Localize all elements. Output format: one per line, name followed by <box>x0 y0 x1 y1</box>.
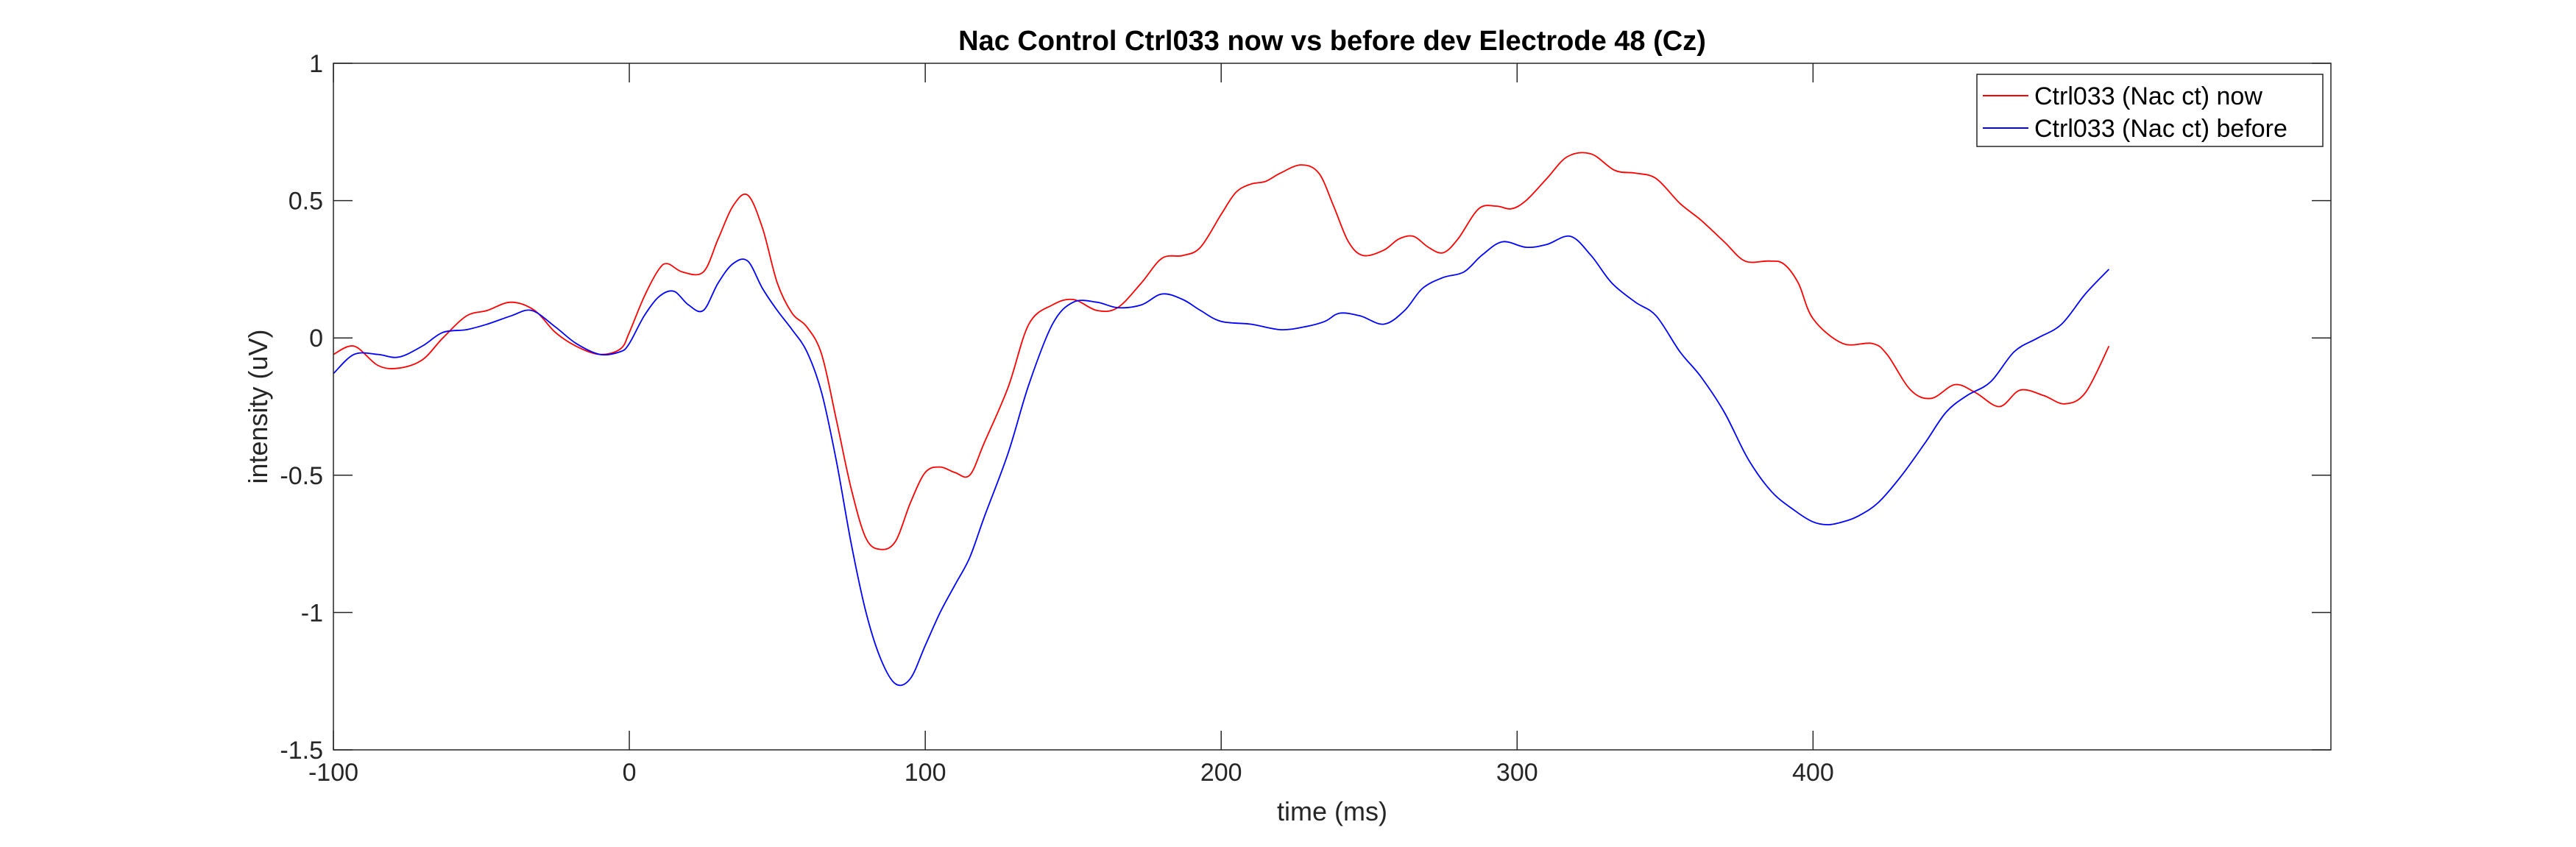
y-tick-label: -0.5 <box>280 462 323 490</box>
legend: Ctrl033 (Nac ct) now Ctrl033 (Nac ct) be… <box>1976 74 2324 147</box>
y-tick-label: -1 <box>301 599 323 627</box>
y-tick-label: -1.5 <box>280 737 323 765</box>
x-tick-label: 300 <box>1496 759 1538 787</box>
legend-entry-before: Ctrl033 (Nac ct) before <box>2034 115 2287 143</box>
series-line-now <box>333 152 2110 550</box>
chart-title: Nac Control Ctrl033 now vs before dev El… <box>958 26 1706 57</box>
y-axis-label: intensity (uV) <box>243 329 273 483</box>
x-tick-label: -100 <box>308 759 358 787</box>
x-tick-label: 400 <box>1792 759 1834 787</box>
x-tick-label: 200 <box>1200 759 1242 787</box>
y-tick-label: 0 <box>309 325 323 352</box>
series-layer <box>333 152 2110 687</box>
y-axis: -1.5 -1 -0.5 0 0.5 1 <box>280 50 2331 765</box>
x-axis: -100 0 100 200 300 400 <box>308 63 1834 787</box>
x-axis-label: time (ms) <box>1277 796 1387 826</box>
y-tick-label: 1 <box>309 50 323 78</box>
legend-box <box>1976 74 2324 147</box>
plot-area <box>333 63 2331 750</box>
y-tick-label: 0.5 <box>289 188 323 216</box>
axes-box <box>333 63 2332 751</box>
x-tick-label: 0 <box>623 759 637 787</box>
series-line-before <box>333 235 2110 687</box>
legend-entry-now: Ctrl033 (Nac ct) now <box>2034 82 2262 110</box>
x-tick-label: 100 <box>905 759 946 787</box>
